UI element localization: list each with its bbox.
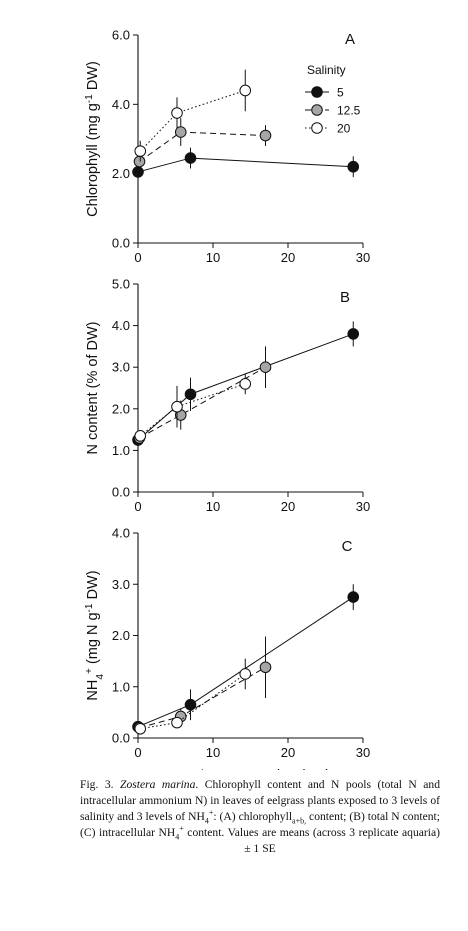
y-axis-label: NH4+ (mg N g-1 DW) — [84, 570, 106, 700]
series-12-5 — [133, 118, 272, 169]
panel-label: B — [340, 289, 350, 306]
x-tick-label: 0 — [134, 745, 141, 760]
x-tick-label: 30 — [356, 250, 370, 265]
x-tick-label: 20 — [281, 499, 295, 514]
x-tick-label: 20 — [281, 745, 295, 760]
data-point — [134, 722, 147, 735]
panel-label: A — [345, 31, 355, 48]
series-5 — [132, 584, 360, 733]
y-tick-label: 0.0 — [112, 485, 130, 500]
data-point — [134, 430, 147, 442]
series-5 — [132, 147, 360, 178]
data-point — [133, 155, 146, 168]
series-line — [137, 157, 354, 173]
caption-sup-plus-b: + — [179, 824, 184, 834]
y-tick-label: 6.0 — [112, 28, 130, 43]
x-tick-label: 0 — [134, 250, 141, 265]
y-tick-label: 2.0 — [112, 166, 130, 181]
y-tick-label: 2.0 — [112, 401, 130, 416]
caption-text-3: content; (B) total N content; (C) intrac… — [80, 810, 440, 839]
y-tick-label: 4.0 — [112, 526, 130, 541]
y-axis-label: N content (% of DW) — [85, 322, 101, 455]
y-tick-label: 0.0 — [112, 731, 130, 746]
series-12-5 — [133, 636, 272, 734]
series-20 — [134, 69, 252, 162]
caption-sub-4a: 4 — [204, 816, 209, 826]
series-12-5 — [133, 346, 272, 444]
data-point — [132, 166, 144, 178]
data-point — [347, 160, 360, 173]
data-point — [259, 361, 272, 374]
y-tick-label: 2.0 — [112, 628, 130, 643]
y-tick-label: 4.0 — [112, 318, 130, 333]
panel-a: 0.0 2.0 4.0 6.0 0 10 20 30 Chlorophyll (mg g-1 D… — [84, 28, 371, 266]
legend: Salinity 5 12.5 20 — [305, 63, 361, 135]
series-line — [139, 89, 246, 152]
data-point — [184, 152, 197, 164]
legend-marker — [311, 86, 323, 98]
data-point — [347, 591, 360, 603]
data-point — [171, 400, 183, 413]
caption-text-1: . Chlorophyll content and N pools (total… — [80, 778, 440, 823]
panel-label: C — [342, 538, 353, 555]
series-20 — [134, 373, 252, 442]
figure-canvas: 0.0 2.0 4.0 6.0 0 10 20 30 Chlorophyll (mg g-1 D… — [84, 28, 371, 771]
data-point — [239, 378, 252, 390]
data-point — [259, 129, 272, 142]
legend-label: 5 — [337, 85, 344, 99]
data-point — [239, 668, 252, 680]
series-20 — [134, 658, 252, 735]
x-tick-label: 30 — [356, 499, 370, 514]
y-tick-label: 0.0 — [112, 236, 130, 251]
caption-text-2: : (A) chlorophyll — [213, 810, 293, 823]
y-tick-label: 3.0 — [112, 577, 130, 592]
y-tick-label: 5.0 — [112, 277, 130, 292]
x-tick-label: 0 — [134, 499, 141, 514]
series-line — [139, 131, 266, 162]
y-tick-label: 3.0 — [112, 360, 130, 375]
caption-text-4: content. Values are means (across 3 repl… — [183, 826, 440, 855]
caption-species: Zostera marina — [120, 778, 196, 791]
panel-b: 0.0 1.0 2.0 3.0 4.0 5.0 0 10 20 30 N content (% of… — [85, 277, 370, 515]
legend-marker — [311, 122, 323, 134]
y-axis-label: Chlorophyll (mg g-1 DW) — [84, 61, 102, 217]
caption-fig-label: Fig. 3. — [80, 778, 114, 791]
x-tick-label: 30 — [356, 745, 370, 760]
data-point — [134, 145, 147, 157]
data-point — [184, 388, 197, 401]
x-tick-label: 10 — [206, 745, 220, 760]
caption-sub-ab: a+b, — [292, 816, 307, 826]
x-tick-label: 10 — [206, 499, 220, 514]
data-point — [347, 328, 360, 340]
panel-c: 0.0 1.0 2.0 3.0 4.0 0 10 20 30 NH4+ (mg N g-1 DW)… — [84, 526, 371, 771]
y-tick-label: 1.0 — [112, 443, 130, 458]
data-point — [239, 84, 252, 97]
y-tick-label: 1.0 — [112, 679, 130, 694]
data-point — [174, 126, 187, 138]
legend-marker — [311, 104, 323, 116]
legend-label: 20 — [337, 121, 351, 135]
caption-sub-4b: 4 — [175, 832, 180, 842]
x-tick-label: 20 — [281, 250, 295, 265]
legend-label: 12.5 — [337, 103, 361, 117]
data-point — [171, 107, 183, 119]
figure-caption: Fig. 3. Zostera marina. Chlorophyll cont… — [80, 777, 440, 857]
data-point — [259, 661, 272, 674]
data-point — [171, 716, 183, 729]
y-tick-label: 4.0 — [112, 97, 130, 112]
data-point — [184, 698, 197, 711]
x-tick-label: 10 — [206, 250, 220, 265]
legend-title: Salinity — [307, 63, 346, 77]
x-axis-label: NH4+ concentration (µM) — [173, 767, 331, 771]
caption-sup-plus-a: + — [208, 808, 214, 818]
series-line — [139, 366, 266, 439]
